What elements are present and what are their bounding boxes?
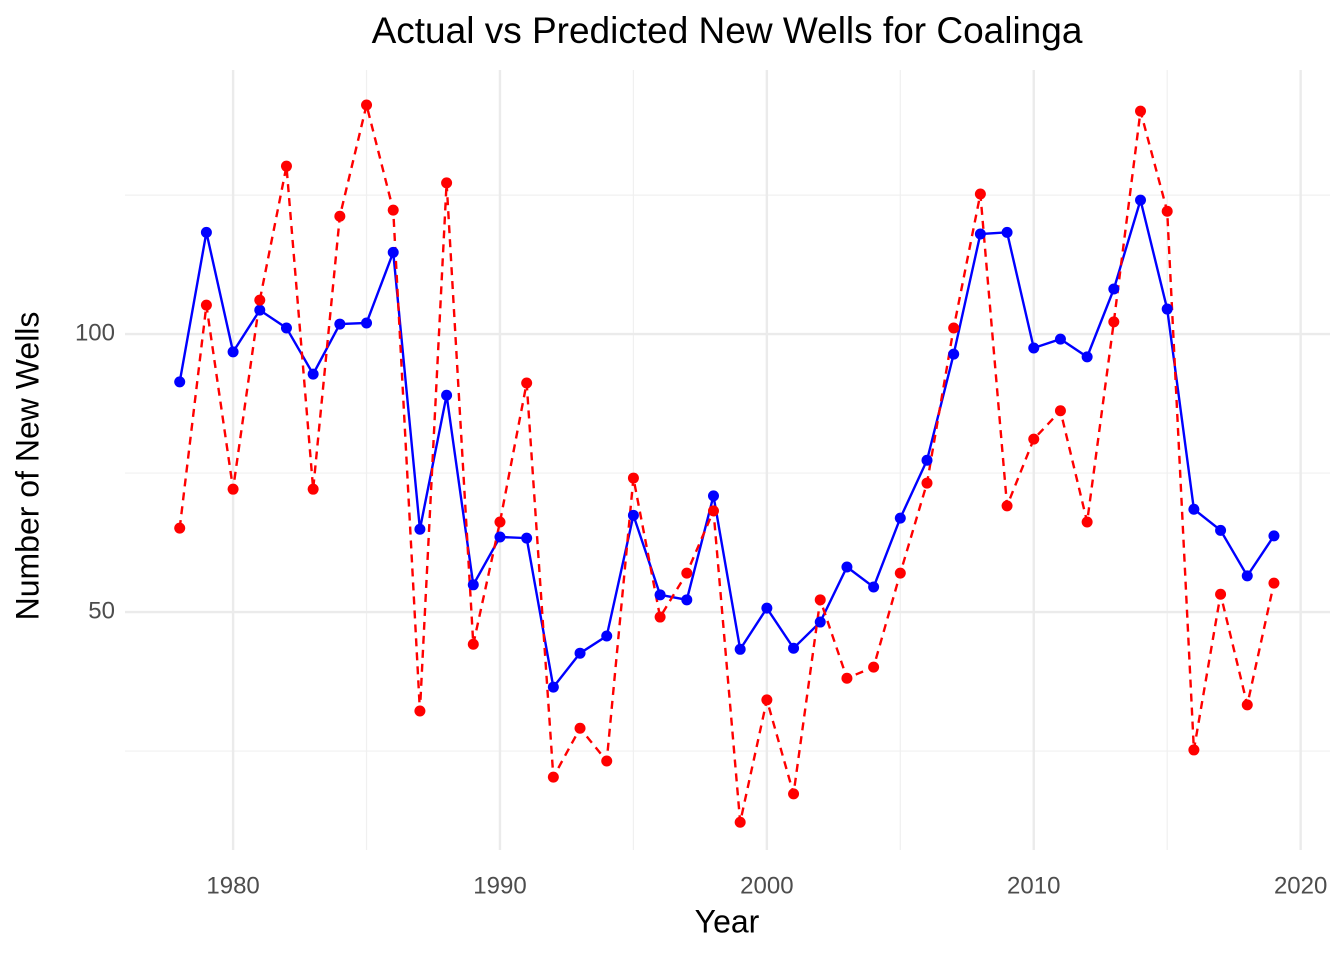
point <box>494 516 506 528</box>
point <box>761 694 773 706</box>
point <box>1215 524 1227 536</box>
point <box>1054 333 1066 345</box>
point <box>601 630 613 642</box>
point <box>948 348 960 360</box>
point <box>574 647 586 659</box>
point <box>200 299 212 311</box>
point <box>707 490 719 502</box>
point <box>627 509 639 521</box>
point <box>627 472 639 484</box>
point <box>521 532 533 544</box>
x-tick-label: 2020 <box>1274 872 1327 899</box>
x-tick-label: 2010 <box>1007 872 1060 899</box>
point <box>868 661 880 673</box>
point <box>814 594 826 606</box>
point <box>574 722 586 734</box>
y-axis-label: Number of New Wells <box>9 312 45 621</box>
point <box>254 294 266 306</box>
point <box>681 594 693 606</box>
point <box>200 226 212 238</box>
point <box>1108 316 1120 328</box>
point <box>521 377 533 389</box>
point <box>254 304 266 316</box>
point <box>841 561 853 573</box>
point <box>441 177 453 189</box>
point <box>361 99 373 111</box>
point <box>1108 283 1120 295</box>
point <box>307 483 319 495</box>
series-line <box>178 195 1275 690</box>
point <box>1241 699 1253 711</box>
point <box>1161 303 1173 315</box>
point <box>788 642 800 654</box>
point <box>1215 588 1227 600</box>
point <box>654 611 666 623</box>
point <box>601 755 613 767</box>
point <box>814 616 826 628</box>
point <box>1268 577 1280 589</box>
point <box>734 816 746 828</box>
point <box>734 643 746 655</box>
x-tick-label: 1980 <box>206 872 259 899</box>
point <box>948 322 960 334</box>
point <box>227 483 239 495</box>
point <box>174 376 186 388</box>
point <box>1081 351 1093 363</box>
x-tick-label: 2000 <box>740 872 793 899</box>
point <box>654 589 666 601</box>
point <box>1001 226 1013 238</box>
point <box>280 160 292 172</box>
point <box>1241 570 1253 582</box>
point <box>974 188 986 200</box>
point <box>1188 503 1200 515</box>
point <box>227 346 239 358</box>
point <box>761 602 773 614</box>
point <box>1135 105 1147 117</box>
point <box>334 210 346 222</box>
point <box>707 505 719 517</box>
point <box>1028 342 1040 354</box>
point <box>921 454 933 466</box>
point <box>868 581 880 593</box>
point <box>467 579 479 591</box>
point <box>361 317 373 329</box>
point <box>307 368 319 380</box>
point <box>441 389 453 401</box>
point <box>174 522 186 534</box>
point <box>894 512 906 524</box>
point <box>1001 500 1013 512</box>
point <box>280 322 292 334</box>
point <box>414 705 426 717</box>
x-tick-label: 1990 <box>473 872 526 899</box>
y-tick-label: 100 <box>75 319 115 346</box>
point <box>387 246 399 258</box>
point <box>547 681 559 693</box>
point <box>681 567 693 579</box>
point <box>494 531 506 543</box>
series-line <box>178 104 1276 823</box>
point <box>334 318 346 330</box>
point <box>1054 405 1066 417</box>
point <box>788 788 800 800</box>
point <box>387 204 399 216</box>
point <box>841 672 853 684</box>
point <box>1135 194 1147 206</box>
chart-title: Actual vs Predicted New Wells for Coalin… <box>372 10 1083 51</box>
y-tick-label: 50 <box>88 597 115 624</box>
x-axis-label: Year <box>695 903 760 939</box>
point <box>1161 205 1173 217</box>
point <box>467 638 479 650</box>
point <box>547 771 559 783</box>
point <box>1188 744 1200 756</box>
point <box>921 477 933 489</box>
point <box>1268 530 1280 542</box>
point <box>1081 516 1093 528</box>
point <box>974 228 986 240</box>
point <box>414 523 426 535</box>
point <box>1028 433 1040 445</box>
point <box>894 567 906 579</box>
